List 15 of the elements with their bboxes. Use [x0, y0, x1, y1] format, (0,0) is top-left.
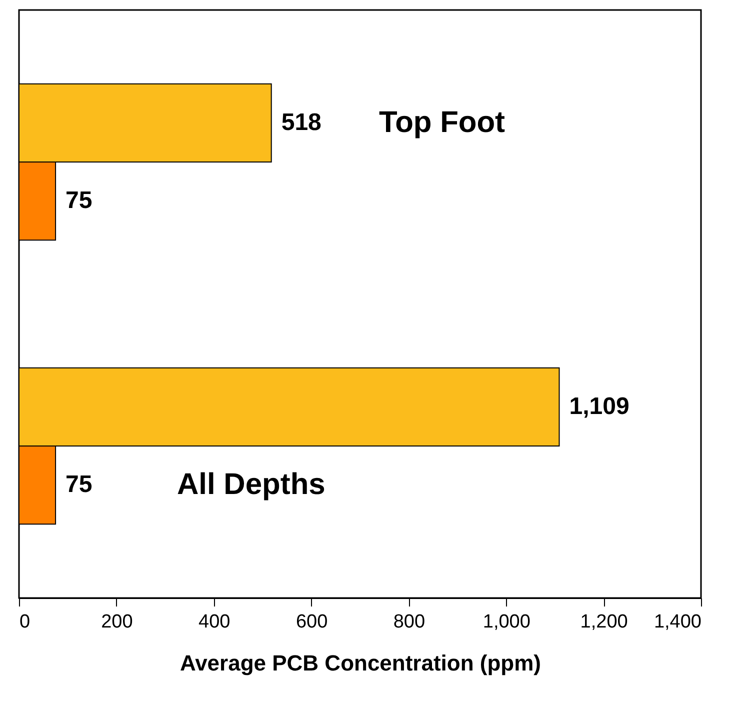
- x-axis-title: Average PCB Concentration (ppm): [180, 650, 542, 676]
- x-tick-label: 1,400: [654, 612, 702, 632]
- y-tick-label: All Depths: [177, 468, 326, 502]
- x-tick-label: 400: [198, 612, 230, 632]
- x-tick-label: 200: [101, 612, 133, 632]
- x-tick-label: 1,000: [482, 612, 530, 632]
- x-tick-label: 800: [393, 612, 426, 632]
- x-tick-label: 1,200: [580, 612, 628, 632]
- data-label: 75: [66, 471, 92, 498]
- x-tick-label: 0: [20, 612, 30, 632]
- data-label: 1,109: [569, 392, 630, 420]
- y-tick-label: Top Foot: [379, 106, 506, 139]
- x-tick-label: 600: [296, 612, 328, 632]
- data-label: 75: [66, 187, 92, 214]
- data-label: 518: [281, 108, 322, 136]
